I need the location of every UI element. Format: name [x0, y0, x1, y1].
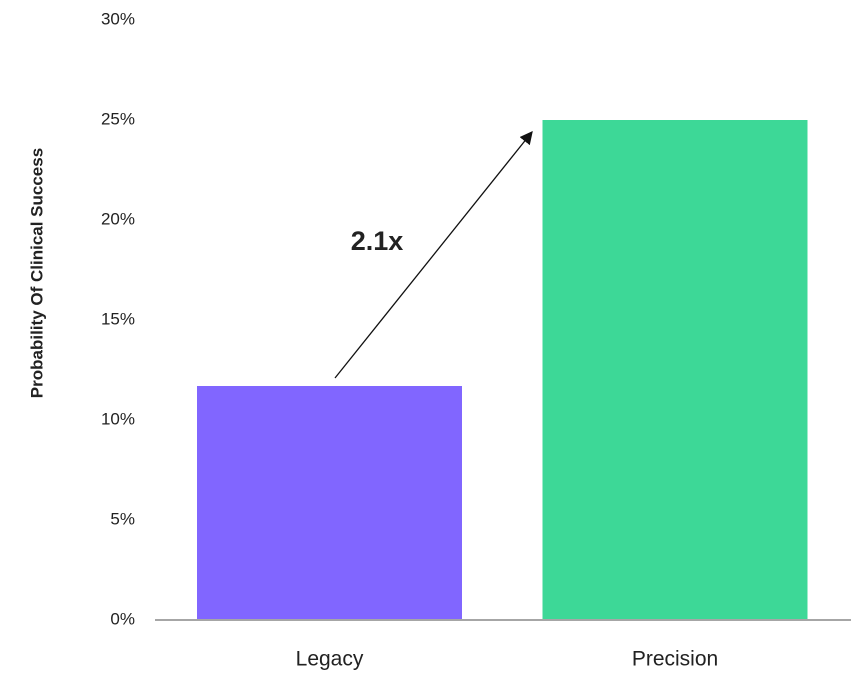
y-tick-label: 30%	[101, 9, 135, 28]
y-tick-label: 25%	[101, 109, 135, 128]
annotation: 2.1x	[351, 226, 404, 256]
x-tick-label: Legacy	[296, 648, 364, 671]
y-tick-label: 0%	[110, 609, 135, 628]
bar	[197, 386, 462, 620]
y-tick-label: 20%	[101, 209, 135, 228]
annotation-arrow	[334, 130, 533, 379]
x-tick-label: Precision	[632, 648, 718, 671]
bar	[542, 120, 808, 620]
y-axis-label: Probability Of Clinical Success	[27, 148, 46, 398]
y-tick-label: 5%	[110, 509, 135, 528]
y-tick-label: 15%	[101, 309, 135, 328]
y-tick-label: 10%	[101, 409, 135, 428]
